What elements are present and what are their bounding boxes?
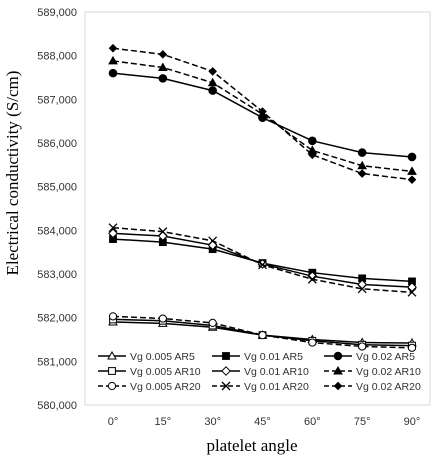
data-point-circle-open [107,381,117,391]
data-point-diamond-filled [208,67,217,76]
data-point-diamond-open [221,366,231,376]
data-point-circle-open [158,314,167,323]
x-tick-label: 15° [155,416,172,428]
data-point-triangle-filled [108,55,118,65]
y-tick-label: 588,000 [37,51,77,63]
data-point-x [221,381,231,391]
series-vg-0-01-ar10 [108,228,417,293]
legend-label: Vg 0.02 AR10 [356,366,421,378]
data-point-circle-open [308,338,317,347]
legend-item: Vg 0.005 AR20 [98,381,201,393]
legend-item: Vg 0.02 AR5 [324,351,415,363]
data-point-circle-open [108,312,118,321]
data-point-circle-open [258,331,267,340]
data-point-diamond-filled [258,107,267,116]
series-vg-0-02-ar20 [108,43,417,184]
data-point-circle-filled [158,74,168,83]
legend-label: Vg 0.01 AR20 [244,381,309,393]
legend-item: Vg 0.005 AR5 [98,350,195,363]
x-tick-label: 90° [404,416,421,428]
data-point-x [258,260,267,270]
data-point-triangle-filled [407,166,417,175]
x-tick-label: 60° [304,416,321,428]
x-axis-title: platelet angle [206,436,297,455]
y-tick-label: 582,000 [37,313,77,325]
y-axis-title: Electrical conductivity (S/cm) [3,71,22,276]
data-point-diamond-filled [357,169,367,178]
data-point-circle-open [407,343,417,352]
data-point-x [158,227,168,237]
data-point-diamond-open [407,282,417,293]
series-layer [108,43,417,352]
data-point-circle-open [358,342,367,351]
data-point-triangle-filled [157,62,168,71]
data-point-circle-filled [333,351,343,361]
data-point-diamond-filled [158,50,168,59]
data-point-circle-filled [308,136,317,146]
x-tick-label: 30° [204,416,221,428]
legend-label: Vg 0.01 AR10 [244,366,309,378]
data-point-triangle-open [107,350,117,360]
legend-label: Vg 0.02 AR20 [356,381,421,393]
series-vg-0-01-ar20 [108,223,417,297]
data-point-triangle-filled [207,77,218,87]
legend-item: Vg 0.02 AR10 [324,365,421,378]
legend-item: Vg 0.01 AR10 [212,366,309,378]
legend-item: Vg 0.005 AR10 [98,366,201,378]
legend-item: Vg 0.02 AR20 [324,381,421,393]
legend-item: Vg 0.01 AR20 [212,381,309,393]
data-point-x [357,284,367,294]
legend: Vg 0.005 AR5 Vg 0.01 AR5 Vg 0.02 AR5 Vg 0.0… [98,350,421,393]
y-tick-label: 586,000 [37,138,77,150]
y-tick-label: 580,000 [37,400,77,412]
y-tick-label: 584,000 [37,225,77,237]
data-point-x [108,223,118,233]
data-point-circle-filled [108,68,118,78]
x-tick-label: 75° [354,416,371,428]
data-point-circle-filled [208,86,217,95]
y-tick-label: 587,000 [37,94,77,106]
x-tick-label: 45° [254,416,271,428]
data-point-diamond-filled [108,43,118,53]
data-point-circle-filled [407,152,417,162]
y-tick-label: 589,000 [37,7,77,19]
data-point-diamond-open [307,271,318,282]
legend-label: Vg 0.005 AR5 [130,351,195,363]
data-point-diamond-filled [333,381,343,391]
y-tick-label: 585,000 [37,182,77,194]
y-axis: 580,000 581,000 582,000 583,000 584,000 585,0… [37,7,77,412]
plot-area [84,11,431,406]
legend-label: Vg 0.02 AR5 [356,351,415,363]
legend-label: Vg 0.005 AR10 [130,366,201,378]
data-point-triangle-filled [357,160,368,170]
x-tick-label: 0° [108,416,119,428]
legend-item: Vg 0.01 AR5 [212,351,303,363]
data-point-x [208,236,218,246]
plot-frame [84,11,431,406]
series-vg-0-005-ar20 [108,312,417,352]
data-point-diamond-filled [407,175,417,184]
data-point-diamond-filled [308,150,317,160]
y-tick-label: 581,000 [37,356,77,368]
data-point-square-open [108,367,116,375]
data-point-diamond-open [108,228,118,239]
data-point-triangle-filled [333,365,343,375]
data-point-circle-open [208,318,217,328]
data-point-square-filled [222,352,230,360]
x-axis: 0° 15° 30° 45° 60° 75° 90° [108,416,421,428]
legend-label: Vg 0.005 AR20 [130,381,201,393]
y-tick-label: 583,000 [37,269,77,281]
legend-label: Vg 0.01 AR5 [244,351,303,363]
data-point-x [307,274,317,284]
data-point-circle-filled [357,148,367,157]
data-point-x [407,287,417,297]
